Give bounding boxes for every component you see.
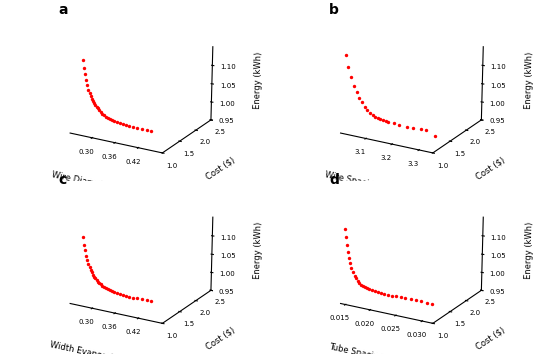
X-axis label: Wire Diameter (mm): Wire Diameter (mm): [51, 170, 138, 197]
X-axis label: Wire Spacing (mm): Wire Spacing (mm): [324, 171, 405, 196]
Text: c: c: [59, 173, 67, 187]
Text: a: a: [59, 2, 68, 17]
Y-axis label: Cost ($): Cost ($): [475, 155, 507, 181]
X-axis label: Width Evaporator (m): Width Evaporator (m): [49, 340, 139, 354]
Y-axis label: Cost ($): Cost ($): [204, 155, 236, 181]
X-axis label: Tube Spacing (m): Tube Spacing (m): [328, 342, 401, 354]
Text: d: d: [329, 173, 339, 187]
Y-axis label: Cost ($): Cost ($): [204, 326, 236, 352]
Y-axis label: Cost ($): Cost ($): [475, 326, 507, 352]
Text: b: b: [329, 2, 339, 17]
